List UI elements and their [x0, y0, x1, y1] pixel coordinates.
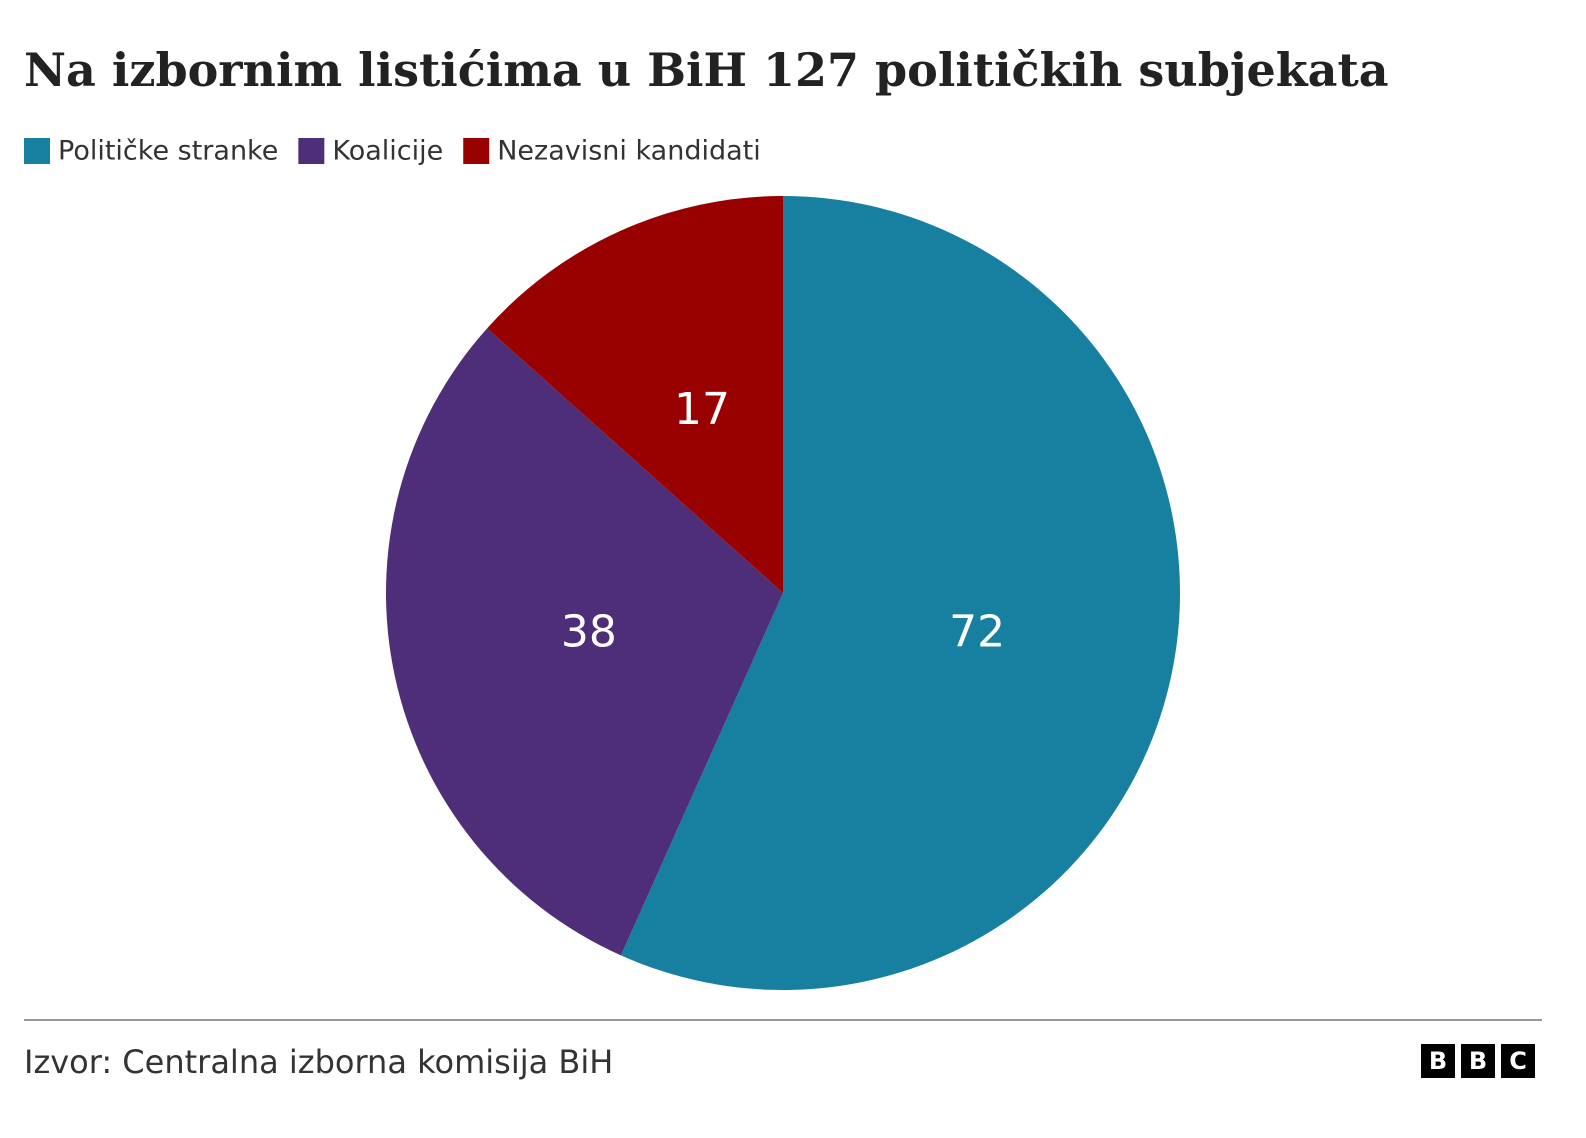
- data-label: 72: [949, 606, 1005, 657]
- logo-box: [1501, 1044, 1535, 1078]
- legend-swatch: [298, 138, 325, 164]
- logo-letter: B: [1429, 1047, 1447, 1075]
- legend-label: Nezavisni kandidati: [497, 136, 761, 167]
- pie-slice: [487, 196, 783, 593]
- legend-swatch: [463, 138, 490, 164]
- chart-title: Na izbornim listićima u BiH 127 političk…: [24, 43, 1389, 97]
- logo-box: [1461, 1044, 1495, 1078]
- legend-swatch: [24, 138, 50, 164]
- source: Izvor: Centralna izborna komisija BiH: [24, 1043, 613, 1081]
- logo-letter: B: [1469, 1047, 1487, 1075]
- pie-slice: [386, 328, 783, 956]
- data-label: 38: [561, 606, 617, 657]
- data-label: 17: [674, 384, 730, 435]
- logo-box: [1421, 1044, 1455, 1078]
- pie-slice: [620, 196, 1181, 990]
- logo-letter: C: [1509, 1047, 1527, 1075]
- legend-label: Koalicije: [332, 136, 443, 167]
- legend-label: Političke stranke: [58, 136, 278, 167]
